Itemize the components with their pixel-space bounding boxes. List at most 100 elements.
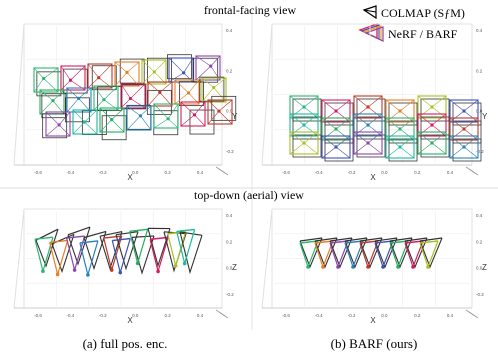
panel-frontal-full-pos-enc: -0.6 -0.4 -0.2 0.0 0.2 0.4 0.4 0.2 0.0 -0.2	[13, 23, 237, 176]
camera-frustum-edge	[174, 92, 189, 105]
colmap-camera-frustum	[131, 235, 155, 275]
colmap-camera-plane	[404, 237, 428, 242]
x-tick-label: -0.6	[34, 170, 42, 175]
x-tick-label: -0.4	[315, 313, 323, 318]
estimated-camera-frame	[321, 135, 351, 159]
colmap-camera-frustum	[51, 234, 75, 274]
x-tick-label: 0.2	[164, 170, 171, 175]
camera-center-point	[102, 98, 106, 102]
camera-frustum-edge	[449, 117, 465, 130]
colmap-camera-frame	[356, 98, 386, 122]
camera-center-point	[128, 96, 133, 101]
estimated-camera-frame	[141, 59, 167, 85]
camera-center-point	[462, 127, 466, 131]
estimated-camera-frame	[385, 135, 415, 159]
camera-frustum-edge	[84, 121, 98, 135]
estimated-camera-frame	[45, 111, 71, 137]
camera-center-point	[462, 145, 466, 149]
camera-frustum-edge	[353, 95, 369, 108]
camera-frustum-edge	[353, 131, 369, 144]
estimated-camera-plane	[103, 235, 122, 239]
camera-center-point	[381, 265, 385, 269]
camera-frustum-edge	[111, 107, 125, 120]
camera-frustum-edge	[111, 119, 125, 133]
estimated-camera-plane	[49, 239, 68, 244]
camera-frustum-edge	[183, 57, 194, 73]
colmap-camera-frame	[167, 54, 192, 80]
camera-frustum-edge	[321, 128, 337, 141]
x-tick-label: -0.6	[282, 313, 290, 318]
camera-frustum-edge	[207, 99, 220, 112]
estimated-camera-frame	[321, 117, 351, 141]
z-tick-label: 0.4	[476, 213, 483, 218]
estimated-camera-frame	[114, 61, 140, 87]
x-tick-label: -0.2	[348, 313, 356, 318]
camera-center-point	[334, 145, 338, 149]
camera-frustum-edge	[93, 85, 105, 100]
estimated-camera-frame	[321, 99, 351, 123]
camera-center-point	[366, 141, 370, 145]
camera-frustum-edge	[321, 117, 337, 130]
camera-center-point	[398, 145, 402, 149]
x-tick-label: -0.4	[67, 170, 75, 175]
colmap-camera-frame	[452, 120, 482, 144]
colmap-camera-plane	[83, 230, 107, 239]
camera-frustum-edge	[463, 135, 479, 148]
estimated-camera-frustum	[167, 231, 187, 269]
camera-frustum-edge	[431, 142, 447, 155]
estimated-camera-frame	[93, 85, 119, 111]
plot-box-edge	[272, 208, 473, 308]
z-tick-label: -0.2	[476, 292, 484, 297]
estimated-camera-frame	[449, 117, 479, 141]
colmap-camera-frame	[420, 98, 450, 122]
x-tick-label: 0.0	[132, 313, 139, 318]
camera-frustum-edge	[385, 117, 401, 130]
estimated-camera-plane	[79, 240, 98, 244]
colmap-camera-plane	[179, 231, 203, 236]
colmap-camera-plane	[359, 237, 383, 242]
x-tick-label: -0.6	[34, 313, 42, 318]
z-tick-label: 0.0	[476, 266, 483, 271]
camera-frustum-edge	[449, 99, 465, 112]
estimated-camera-frame	[289, 113, 319, 137]
camera-center-point	[366, 265, 370, 269]
camera-frustum-edge	[213, 77, 227, 88]
colmap-camera-frame	[452, 138, 482, 162]
panel-topdown-full-pos-enc: -0.6 -0.4 -0.2 0.0 0.2 0.4 0.4 0.2 0.0 -0.2	[13, 208, 234, 319]
x-tick-label: -0.2	[99, 170, 107, 175]
colmap-camera-frame	[292, 98, 322, 122]
row-title-frontal: frontal-facing view	[204, 3, 297, 17]
estimated-camera-frame	[99, 107, 125, 133]
colmap-camera-frame	[121, 84, 147, 110]
estimated-camera-plane	[34, 236, 54, 240]
plot-box-edge	[261, 23, 273, 166]
camera-frustum-edge	[431, 106, 447, 119]
x-tick-label: 0.4	[197, 170, 204, 175]
colmap-camera-frame	[356, 116, 386, 140]
estimated-camera-plane	[176, 228, 195, 233]
legend-nerf-label: NeRF / BARF	[388, 27, 458, 41]
camera-frustum-edge	[168, 57, 184, 74]
axis-corner-mark	[221, 170, 229, 176]
camera-frustum-edge	[188, 79, 200, 94]
camera-frustum-edge	[174, 79, 189, 94]
camera-center-point	[192, 113, 197, 117]
estimated-camera-frame	[66, 87, 92, 113]
camera-frustum-edge	[335, 110, 351, 123]
estimated-camera-frame	[87, 63, 113, 89]
camera-center-point	[334, 127, 338, 131]
colmap-camera-plane	[344, 237, 368, 242]
camera-center-point	[68, 78, 73, 82]
camera-frustum-edge	[120, 83, 131, 99]
camera-frustum-edge	[87, 63, 99, 78]
camera-center-point	[152, 70, 156, 74]
camera-frustum-edge	[431, 113, 447, 126]
camera-frustum-edge	[141, 71, 155, 85]
colmap-camera-frame	[324, 102, 354, 126]
colmap-camera-plane	[329, 237, 353, 242]
camera-frustum-edge	[449, 135, 465, 148]
camera-center-point	[57, 123, 61, 127]
camera-frustum-edge	[154, 59, 167, 73]
camera-frustum-edge	[303, 113, 319, 126]
camera-center-point	[334, 109, 338, 113]
